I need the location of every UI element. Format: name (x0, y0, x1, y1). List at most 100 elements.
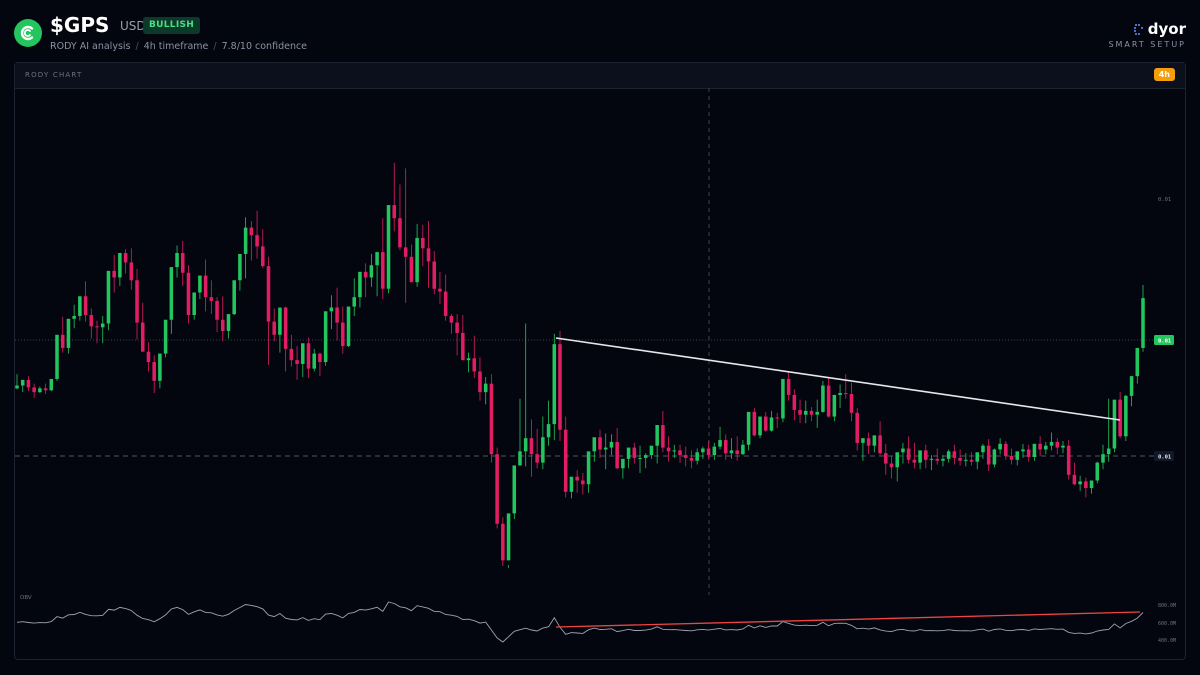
candle-body (89, 315, 94, 327)
support-price-tag (1154, 451, 1174, 461)
candle-body (146, 351, 151, 363)
candle-body (1118, 399, 1122, 437)
candle-body (592, 437, 597, 452)
candle-body (975, 452, 980, 462)
candle-body (255, 235, 259, 247)
candle-body (832, 394, 837, 417)
candle-body (266, 266, 271, 322)
candle-body (1004, 443, 1008, 457)
breadcrumb-source: RODY AI analysis (50, 41, 131, 52)
candle-body (49, 378, 54, 391)
obv-axis-label: 400.0M (1158, 638, 1176, 644)
candle-body (478, 371, 482, 393)
candle-body (95, 326, 99, 328)
candle-body (60, 334, 65, 348)
candle-body (363, 271, 368, 278)
candle-body (929, 458, 934, 460)
chart-guides (15, 88, 1155, 595)
candle-body (906, 448, 911, 460)
candle-body (295, 360, 299, 364)
candle-body (884, 453, 888, 464)
candle-body (38, 388, 42, 393)
candle-body (55, 334, 59, 379)
candle-body (1049, 441, 1054, 446)
timeframe-badge[interactable]: 4h (1153, 68, 1175, 81)
candle-body (638, 457, 642, 459)
candle-body (586, 451, 591, 485)
candle-body (375, 252, 379, 266)
candle-body (901, 448, 905, 453)
candle-body (718, 440, 722, 447)
brand-name: dyor (1147, 20, 1186, 38)
candle-body (523, 438, 528, 452)
candle-body (243, 227, 248, 254)
candle-body (358, 271, 362, 298)
candle-body (301, 343, 305, 364)
candle-body (466, 358, 471, 361)
candle-body (792, 394, 797, 410)
candle-body (238, 253, 242, 281)
candle-body (723, 440, 728, 454)
obv-axis-label: 600.0M (1158, 621, 1176, 627)
candle-body (346, 306, 351, 347)
candle-body (838, 393, 842, 395)
candle-body (501, 523, 505, 561)
candle-body (935, 458, 940, 461)
candle-body (381, 252, 385, 289)
candle-body (1124, 395, 1128, 437)
candle-body (215, 300, 219, 320)
candle-body (1101, 454, 1105, 463)
candle-body (123, 253, 128, 263)
breadcrumb-separator: / (135, 41, 139, 52)
candle-body (472, 358, 477, 372)
candle-body (83, 296, 88, 316)
candle-body (461, 332, 465, 361)
candles-layer (15, 162, 1145, 568)
candle-body (289, 348, 294, 361)
candle-body (712, 446, 717, 456)
candle-body (535, 454, 539, 463)
candle-body (152, 362, 156, 381)
candle-body (844, 393, 848, 395)
candle-body (609, 441, 614, 448)
candle-body (192, 292, 196, 316)
candle-body (495, 454, 499, 524)
candle-body (621, 458, 625, 469)
candle-body (169, 267, 174, 320)
candle-body (672, 450, 677, 452)
candle-body (964, 459, 968, 461)
candle-body (175, 253, 179, 268)
ticker-symbol: $GPS (50, 13, 110, 37)
candle-body (1084, 481, 1088, 488)
candle-body (43, 388, 48, 391)
candle-body (581, 480, 585, 485)
candle-body (752, 411, 757, 436)
candle-body (318, 353, 322, 363)
candle-body (283, 307, 288, 349)
candle-body (746, 411, 751, 445)
chart-panel-title: RODY CHART (25, 71, 83, 79)
candle-body (786, 378, 791, 395)
obv-trendline (555, 611, 1141, 628)
candle-body (541, 437, 545, 463)
candle-body (1021, 449, 1025, 452)
brand: dyor SMART SETUP (1108, 20, 1186, 49)
candle-body (546, 424, 551, 438)
candle-body (386, 205, 391, 289)
support-price-label: 0.01 (1158, 455, 1172, 461)
candle-body (249, 227, 254, 236)
candle-body (775, 417, 779, 419)
candle-body (895, 452, 899, 468)
candle-body (1009, 456, 1014, 460)
current-price-label: 0.01 (1158, 339, 1172, 345)
candle-body (163, 319, 168, 354)
candle-body (763, 416, 768, 431)
candle-body (198, 275, 202, 293)
candle-body (398, 218, 402, 248)
candle-body (369, 265, 374, 278)
candle-body (438, 288, 442, 292)
candle-body (603, 447, 608, 450)
candle-body (1055, 441, 1060, 448)
candle-body (952, 451, 957, 458)
